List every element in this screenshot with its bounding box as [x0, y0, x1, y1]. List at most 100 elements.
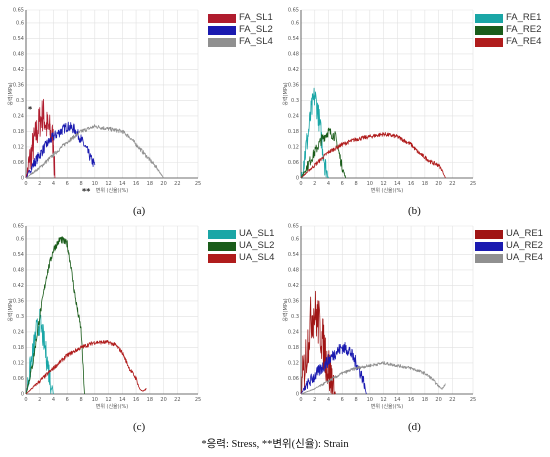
legend-swatch [475, 241, 503, 251]
legend-label: UA_RE4 [506, 252, 543, 263]
x-axis-label: 변위 (신율)(%) [371, 187, 404, 194]
y-axis-label: 응력(MPa) [7, 82, 14, 105]
x-tick-label: 0 [24, 397, 27, 403]
legend-swatch [475, 25, 503, 35]
legend-a: FA_SL1 FA_SL2 FA_SL4 [208, 12, 273, 48]
legend-label: FA_SL1 [239, 12, 273, 23]
x-tick-label: 20 [435, 181, 441, 187]
chart-panel-d: 0 0.06 0.12 0.18 0.24 0.3 0.36 0.42 0.48 0.54 0.6 0… [275, 216, 550, 434]
y-tick-label: 0.42 [288, 283, 299, 289]
x-tick-label: 4 [327, 181, 330, 187]
legend-entry: UA_SL4 [208, 252, 274, 264]
x-tick-label: 14 [394, 397, 400, 403]
plot-b: 0 0.06 0.12 0.18 0.24 0.3 0.36 0.42 0.48 0.54 0.6 0… [282, 8, 476, 194]
panel-label-c: (c) [133, 421, 146, 433]
legend-label: UA_SL1 [239, 228, 275, 239]
x-tick-label: 8 [79, 397, 82, 403]
x-tick-label: 18 [422, 181, 428, 187]
panel-label-d: (d) [408, 421, 421, 433]
x-tick-label: 2 [313, 397, 316, 403]
series-line-FA_SL2 [25, 121, 96, 179]
y-tick-label: 0.18 [13, 345, 24, 351]
x-tick-label: 12 [380, 181, 386, 187]
legend-swatch [208, 13, 236, 23]
y-tick-label: 0.6 [16, 21, 24, 27]
x-tick-label: 25 [470, 397, 476, 403]
y-tick-label: 0.12 [13, 361, 24, 367]
x-tick-label: 16 [408, 397, 414, 403]
x-tick-label: 20 [160, 181, 166, 187]
legend-label: FA_RE4 [506, 36, 542, 47]
legend-swatch [208, 253, 236, 263]
y-tick-label: 0.06 [13, 160, 24, 166]
legend-c: UA_SL1 UA_SL2 UA_SL4 [208, 228, 274, 264]
legend-entry: FA_SL1 [208, 12, 273, 24]
y-tick-label: 0.54 [13, 252, 24, 258]
y-tick-label: 0.36 [288, 299, 299, 305]
x-tick-label: 16 [133, 397, 139, 403]
y-tick-label: 0.48 [288, 268, 299, 274]
plot-a: 0 0.06 0.12 0.18 0.24 0.3 0.36 0.42 0.48 0.54 0.6 0… [7, 8, 201, 194]
y-tick-label: 0.3 [291, 314, 299, 320]
x-tick-label: 0 [299, 397, 302, 403]
y-tick-label: 0.24 [288, 330, 299, 336]
x-tick-label: 22 [174, 397, 180, 403]
x-tick-label: 8 [354, 181, 357, 187]
legend-swatch [475, 37, 503, 47]
x-tick-label: 8 [354, 397, 357, 403]
legend-entry: UA_SL1 [208, 228, 274, 240]
y-tick-label: 0.3 [291, 98, 299, 104]
series-line-UA_RE4 [300, 361, 446, 395]
stress-marker: * [28, 105, 33, 114]
legend-swatch [475, 13, 503, 23]
legend-entry: FA_RE2 [475, 24, 541, 36]
x-tick-label: 6 [66, 181, 69, 187]
legend-entry: UA_RE2 [475, 240, 543, 252]
y-tick-label: 0.24 [13, 114, 24, 120]
y-tick-label: 0.36 [288, 83, 299, 89]
x-tick-label: 16 [408, 181, 414, 187]
series-line-UA_RE1 [300, 290, 336, 395]
legend-entry: FA_RE4 [475, 36, 541, 48]
y-tick-label: 0.65 [288, 224, 299, 230]
x-tick-label: 22 [449, 397, 455, 403]
series-line-UA_SL2 [25, 236, 85, 395]
legend-label: FA_SL2 [239, 24, 273, 35]
y-tick-label: 0.54 [288, 252, 299, 258]
legend-swatch [208, 229, 236, 239]
y-tick-label: 0.06 [288, 376, 299, 382]
legend-swatch [208, 37, 236, 47]
y-tick-label: 0 [21, 176, 24, 182]
x-tick-label: 16 [133, 181, 139, 187]
legend-entry: FA_SL4 [208, 36, 273, 48]
x-tick-label: 18 [147, 397, 153, 403]
strain-marker: ** [82, 187, 91, 196]
x-tick-label: 22 [174, 181, 180, 187]
y-tick-label: 0.42 [288, 67, 299, 73]
legend-swatch [475, 253, 503, 263]
y-tick-label: 0.3 [16, 314, 24, 320]
chart-panel-a: 0 0.06 0.12 0.18 0.24 0.3 0.36 0.42 0.48 0.54 0.6 0… [0, 0, 275, 217]
y-axis-label: 응력(MPa) [282, 298, 289, 321]
legend-entry: UA_SL2 [208, 240, 274, 252]
x-tick-label: 6 [341, 181, 344, 187]
x-tick-label: 0 [299, 181, 302, 187]
y-tick-label: 0 [296, 176, 299, 182]
x-tick-label: 4 [52, 181, 55, 187]
y-tick-label: 0.42 [13, 67, 24, 73]
y-tick-label: 0.54 [288, 36, 299, 42]
legend-label: UA_RE1 [506, 228, 543, 239]
chart-panel-b: 0 0.06 0.12 0.18 0.24 0.3 0.36 0.42 0.48 0.54 0.6 0… [275, 0, 550, 217]
y-tick-label: 0.12 [13, 145, 24, 151]
legend-swatch [208, 241, 236, 251]
panel-label-b: (b) [408, 205, 421, 217]
plot-c: 0 0.06 0.12 0.18 0.24 0.3 0.36 0.42 0.48 0.54 0.6 0… [7, 224, 201, 410]
y-tick-label: 0.12 [288, 361, 299, 367]
legend-label: UA_SL4 [239, 252, 275, 263]
y-tick-label: 0.18 [288, 129, 299, 135]
x-tick-label: 10 [92, 397, 98, 403]
x-tick-label: 6 [341, 397, 344, 403]
y-tick-label: 0.24 [13, 330, 24, 336]
x-tick-label: 25 [195, 397, 201, 403]
x-tick-label: 14 [119, 397, 125, 403]
